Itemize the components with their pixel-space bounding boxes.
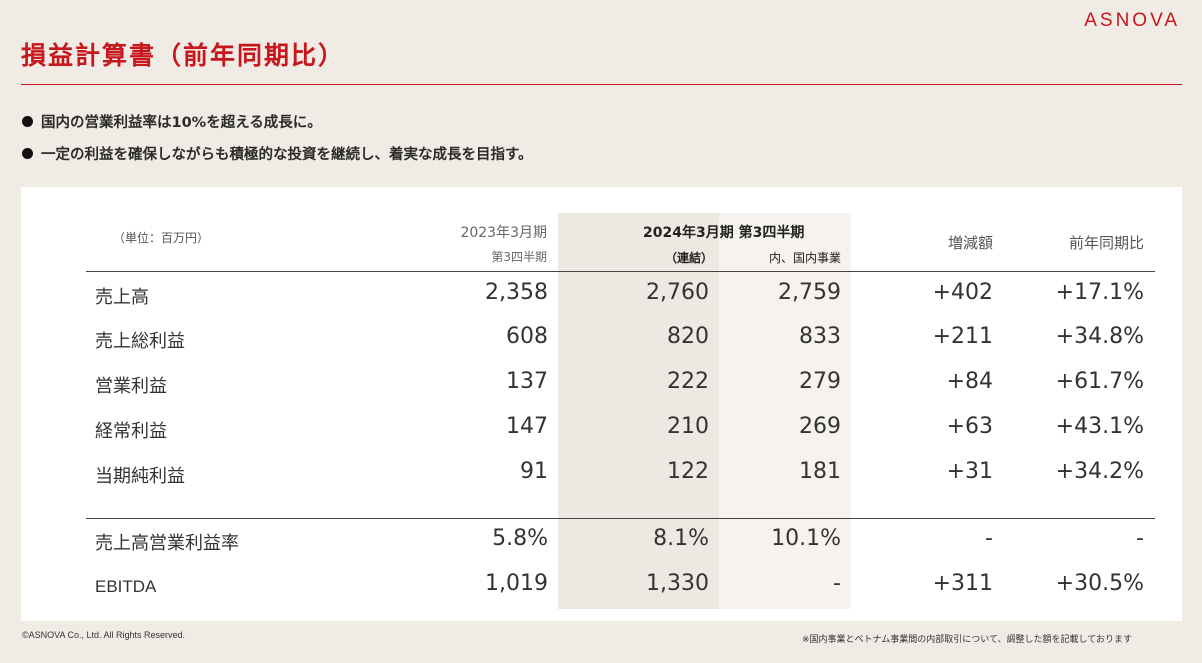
cell-yoy: +34.2% <box>1055 459 1144 484</box>
cell-consolidated: 820 <box>667 324 709 349</box>
unit-label: （単位：百万円） <box>113 231 210 245</box>
row-label: EBITDA <box>95 577 157 596</box>
header-prev-period: 2023年3月期 <box>460 225 547 241</box>
bullet-text: 国内の営業利益率は10%を超える成長に。 <box>41 114 322 131</box>
cell-prev: 1,019 <box>485 571 548 596</box>
cell-yoy: +34.8% <box>1055 324 1144 349</box>
consolidated-column-highlight <box>558 213 719 609</box>
cell-change: +63 <box>946 414 993 439</box>
cell-domestic: 279 <box>799 369 841 394</box>
cell-prev: 5.8% <box>492 526 548 551</box>
cell-consolidated: 122 <box>667 459 709 484</box>
header-current-period: 2024年3月期 第3四半期 <box>643 225 805 241</box>
cell-change: +31 <box>946 459 993 484</box>
row-label: 売上高 <box>95 287 149 308</box>
cell-prev: 137 <box>506 369 548 394</box>
cell-prev: 2,358 <box>485 280 548 305</box>
cell-change: +211 <box>932 324 993 349</box>
cell-consolidated: 1,330 <box>646 571 709 596</box>
cell-domestic: - <box>833 571 841 596</box>
cell-domestic: 269 <box>799 414 841 439</box>
bullet-item: 一定の利益を確保しながらも積極的な投資を継続し、着実な成長を目指す。 <box>22 142 533 164</box>
cell-domestic: 10.1% <box>771 526 841 551</box>
header-prev-quarter: 第3四半期 <box>491 250 547 264</box>
bullet-dot-icon <box>22 147 33 159</box>
cell-yoy: +43.1% <box>1055 414 1144 439</box>
row-label: 売上総利益 <box>95 331 185 352</box>
footnote-text: ※国内事業とベトナム事業間の内部取引について、調整した額を記載しております <box>801 635 1132 645</box>
cell-change: - <box>985 526 993 551</box>
header-domestic: 内、国内事業 <box>768 251 841 265</box>
copyright-text: ©ASNOVA Co., Ltd. All Rights Reserved. <box>22 630 186 640</box>
title-divider <box>21 84 1182 85</box>
cell-domestic: 2,759 <box>778 280 841 305</box>
asnova-logo: ASNOVA <box>1084 10 1180 31</box>
bullet-item: 国内の営業利益率は10%を超える成長に。 <box>22 110 533 132</box>
row-label: 当期純利益 <box>95 466 185 487</box>
cell-prev: 608 <box>506 324 548 349</box>
header-consolidated: （連結） <box>664 251 713 265</box>
cell-change: +402 <box>932 280 993 305</box>
header-change: 増減額 <box>947 234 993 252</box>
cell-consolidated: 222 <box>667 369 709 394</box>
cell-consolidated: 210 <box>667 414 709 439</box>
cell-yoy: +61.7% <box>1055 369 1144 394</box>
row-label: 営業利益 <box>95 376 167 397</box>
bullet-list: 国内の営業利益率は10%を超える成長に。 一定の利益を確保しながらも積極的な投資… <box>22 110 533 174</box>
header-divider <box>86 271 1155 272</box>
row-label: 売上高営業利益率 <box>95 533 239 554</box>
bullet-text: 一定の利益を確保しながらも積極的な投資を継続し、着実な成長を目指す。 <box>41 146 533 163</box>
cell-yoy: +17.1% <box>1055 280 1144 305</box>
cell-change: +311 <box>932 571 993 596</box>
income-statement-table: （単位：百万円） 2023年3月期 第3四半期 2024年3月期 第3四半期 （… <box>21 187 1182 621</box>
cell-consolidated: 2,760 <box>646 280 709 305</box>
cell-domestic: 833 <box>799 324 841 349</box>
bullet-dot-icon <box>22 115 33 127</box>
page-title: 損益計算書（前年同期比） <box>21 41 346 70</box>
cell-yoy: +30.5% <box>1055 571 1144 596</box>
cell-change: +84 <box>946 369 993 394</box>
cell-consolidated: 8.1% <box>653 526 709 551</box>
cell-domestic: 181 <box>799 459 841 484</box>
row-label: 経常利益 <box>95 421 167 442</box>
domestic-column-highlight <box>719 213 851 609</box>
header-yoy: 前年同期比 <box>1068 234 1144 252</box>
section-divider <box>86 518 1155 519</box>
cell-prev: 147 <box>506 414 548 439</box>
cell-yoy: - <box>1136 526 1144 551</box>
cell-prev: 91 <box>520 459 548 484</box>
